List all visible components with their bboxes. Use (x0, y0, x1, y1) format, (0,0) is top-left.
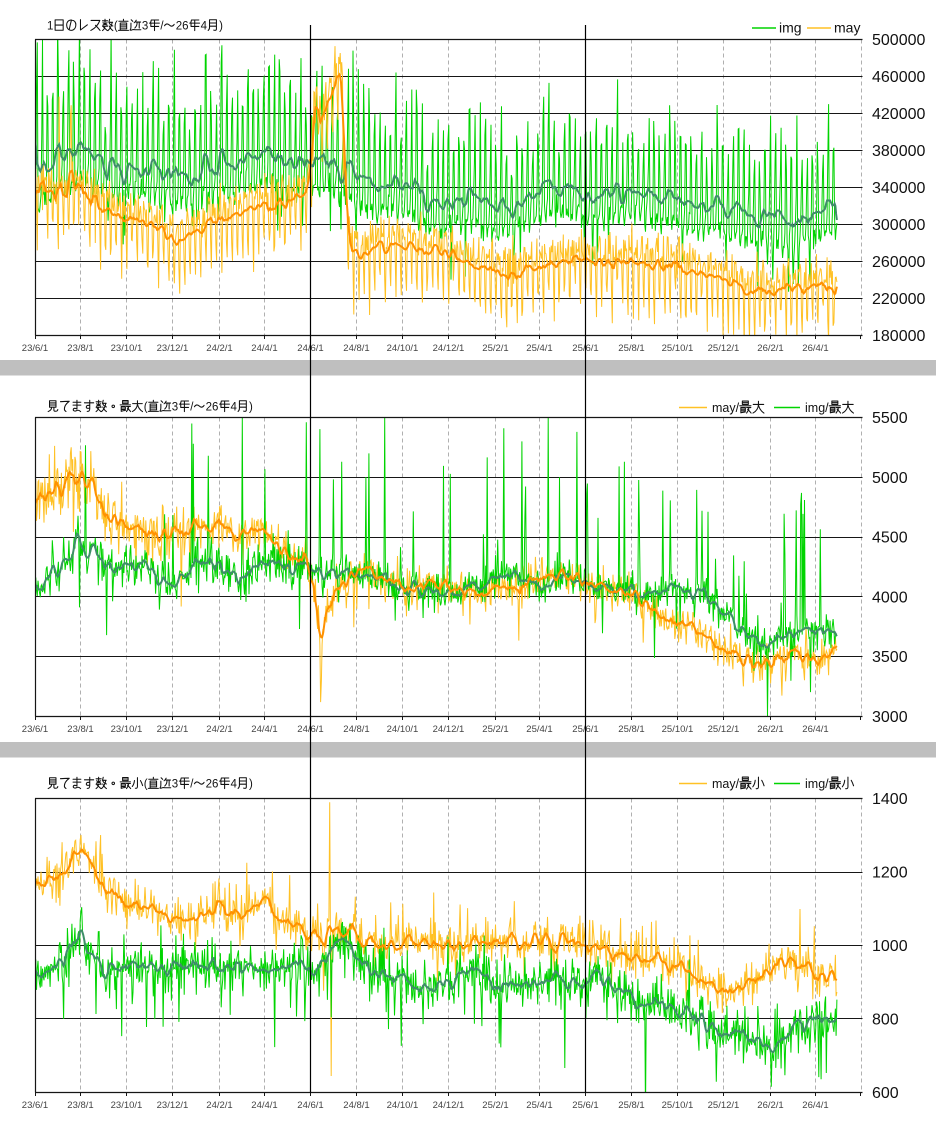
svg-text:24/8/1: 24/8/1 (343, 724, 369, 735)
svg-text:24/12/1: 24/12/1 (433, 1100, 465, 1111)
svg-text:26/4/1: 26/4/1 (802, 1100, 828, 1111)
svg-text:24/8/1: 24/8/1 (343, 1100, 369, 1111)
svg-text:23/8/1: 23/8/1 (67, 724, 93, 735)
svg-text:800: 800 (872, 1012, 899, 1029)
svg-text:25/4/1: 25/4/1 (526, 1100, 552, 1111)
svg-text:380000: 380000 (872, 143, 925, 160)
svg-text:24/2/1: 24/2/1 (206, 724, 232, 735)
svg-text:24/8/1: 24/8/1 (343, 343, 369, 354)
svg-text:260000: 260000 (872, 254, 925, 271)
svg-text:may: may (834, 20, 860, 36)
svg-text:): ) (249, 779, 253, 791)
svg-text:img: img (779, 20, 802, 36)
svg-text:24/10/1: 24/10/1 (387, 343, 419, 354)
svg-text:23/12/1: 23/12/1 (157, 724, 189, 735)
svg-text:(: ( (144, 779, 148, 791)
svg-text:may/: may/ (712, 777, 740, 791)
svg-text:): ) (219, 21, 223, 33)
svg-text:3000: 3000 (872, 709, 908, 726)
svg-text:300000: 300000 (872, 217, 925, 234)
svg-text:23/10/1: 23/10/1 (111, 1100, 143, 1111)
svg-text:25/2/1: 25/2/1 (482, 1100, 508, 1111)
svg-text:26: 26 (206, 779, 219, 791)
svg-text:5500: 5500 (872, 410, 908, 427)
svg-text:25/10/1: 25/10/1 (662, 724, 694, 735)
svg-text:26/2/1: 26/2/1 (757, 1100, 783, 1111)
svg-text:img/: img/ (805, 777, 829, 791)
svg-text:1400: 1400 (872, 791, 908, 808)
svg-text:23/6/1: 23/6/1 (22, 1100, 48, 1111)
svg-text:/: / (160, 21, 164, 33)
svg-text:23/8/1: 23/8/1 (67, 1100, 93, 1111)
svg-text:24/12/1: 24/12/1 (433, 343, 465, 354)
svg-text:25/4/1: 25/4/1 (526, 724, 552, 735)
svg-text:26/4/1: 26/4/1 (802, 343, 828, 354)
svg-text:4: 4 (231, 402, 238, 414)
svg-text:24/10/1: 24/10/1 (387, 1100, 419, 1111)
svg-text:26/2/1: 26/2/1 (757, 343, 783, 354)
svg-text:26: 26 (206, 402, 219, 414)
svg-text:25/12/1: 25/12/1 (708, 343, 740, 354)
svg-text:340000: 340000 (872, 180, 925, 197)
svg-text:23/10/1: 23/10/1 (111, 343, 143, 354)
svg-text:500000: 500000 (872, 32, 925, 49)
svg-text:26/2/1: 26/2/1 (757, 724, 783, 735)
svg-text:(: ( (114, 21, 118, 33)
svg-text:): ) (249, 402, 253, 414)
svg-text:24/6/1: 24/6/1 (297, 1100, 323, 1111)
svg-text:25/12/1: 25/12/1 (708, 724, 740, 735)
svg-text:23/12/1: 23/12/1 (157, 1100, 189, 1111)
svg-text:25/8/1: 25/8/1 (618, 343, 644, 354)
svg-text:25/12/1: 25/12/1 (708, 1100, 740, 1111)
svg-text:600: 600 (872, 1085, 899, 1102)
svg-text:3: 3 (142, 21, 148, 33)
svg-text:26/4/1: 26/4/1 (802, 724, 828, 735)
svg-text:3: 3 (172, 402, 178, 414)
svg-text:24/4/1: 24/4/1 (251, 724, 277, 735)
svg-text:220000: 220000 (872, 291, 925, 308)
svg-text:5000: 5000 (872, 470, 908, 487)
svg-text:3500: 3500 (872, 649, 908, 666)
svg-text:25/10/1: 25/10/1 (662, 343, 694, 354)
svg-text:25/2/1: 25/2/1 (482, 724, 508, 735)
svg-text:25/8/1: 25/8/1 (618, 1100, 644, 1111)
svg-text:24/2/1: 24/2/1 (206, 343, 232, 354)
svg-text:25/6/1: 25/6/1 (572, 1100, 598, 1111)
svg-text:4: 4 (201, 21, 208, 33)
svg-text:23/8/1: 23/8/1 (67, 343, 93, 354)
svg-text:24/4/1: 24/4/1 (251, 1100, 277, 1111)
svg-text:24/2/1: 24/2/1 (206, 1100, 232, 1111)
svg-text:420000: 420000 (872, 106, 925, 123)
svg-text:25/10/1: 25/10/1 (662, 1100, 694, 1111)
svg-text:4: 4 (231, 779, 238, 791)
svg-text:1200: 1200 (872, 865, 908, 882)
svg-text:460000: 460000 (872, 69, 925, 86)
svg-text:23/12/1: 23/12/1 (157, 343, 189, 354)
svg-text:4000: 4000 (872, 589, 908, 606)
svg-text:23/6/1: 23/6/1 (22, 724, 48, 735)
svg-text:24/4/1: 24/4/1 (251, 343, 277, 354)
svg-text:24/12/1: 24/12/1 (433, 724, 465, 735)
svg-text:1: 1 (47, 21, 53, 33)
svg-text:/: / (190, 779, 194, 791)
svg-text:180000: 180000 (872, 328, 925, 345)
svg-text:23/10/1: 23/10/1 (111, 724, 143, 735)
svg-text:(: ( (144, 402, 148, 414)
svg-text:25/8/1: 25/8/1 (618, 724, 644, 735)
svg-text:25/4/1: 25/4/1 (526, 343, 552, 354)
svg-text:25/2/1: 25/2/1 (482, 343, 508, 354)
svg-text:23/6/1: 23/6/1 (22, 343, 48, 354)
svg-text:/: / (190, 402, 194, 414)
svg-text:24/10/1: 24/10/1 (387, 724, 419, 735)
svg-text:may/: may/ (712, 401, 740, 415)
svg-text:4500: 4500 (872, 530, 908, 547)
svg-text:26: 26 (176, 21, 189, 33)
svg-text:1000: 1000 (872, 938, 908, 955)
svg-text:img/: img/ (805, 401, 829, 415)
svg-text:3: 3 (172, 779, 178, 791)
